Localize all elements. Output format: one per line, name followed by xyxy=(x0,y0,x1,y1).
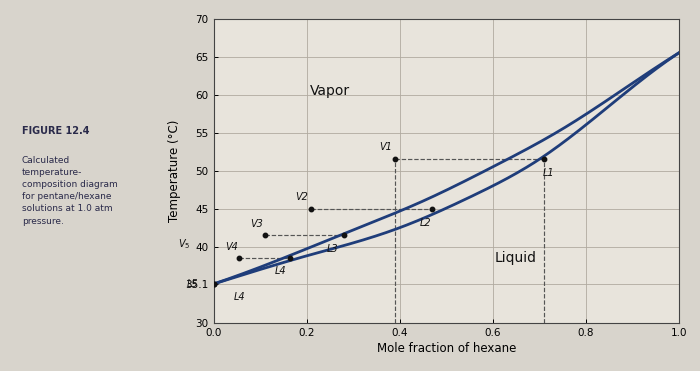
Text: V4: V4 xyxy=(225,242,237,252)
Text: V1: V1 xyxy=(379,142,392,152)
Text: Calculated
temperature-
composition diagram
for pentane/hexane
solutions at 1.0 : Calculated temperature- composition diag… xyxy=(22,156,118,226)
Text: L2: L2 xyxy=(419,218,431,228)
Text: L4: L4 xyxy=(233,292,245,302)
Text: Vapor: Vapor xyxy=(310,84,350,98)
X-axis label: Mole fraction of hexane: Mole fraction of hexane xyxy=(377,342,516,355)
Text: L1: L1 xyxy=(542,168,554,178)
Text: L4: L4 xyxy=(275,266,287,276)
Text: V2: V2 xyxy=(295,192,309,202)
Text: Liquid: Liquid xyxy=(495,251,537,265)
Text: L3: L3 xyxy=(326,244,338,254)
Text: V3: V3 xyxy=(250,219,262,229)
Y-axis label: Temperature (°C): Temperature (°C) xyxy=(168,119,181,222)
Text: $V_5$: $V_5$ xyxy=(178,237,191,251)
Text: FIGURE 12.4: FIGURE 12.4 xyxy=(22,126,90,136)
Text: L5: L5 xyxy=(187,279,198,289)
